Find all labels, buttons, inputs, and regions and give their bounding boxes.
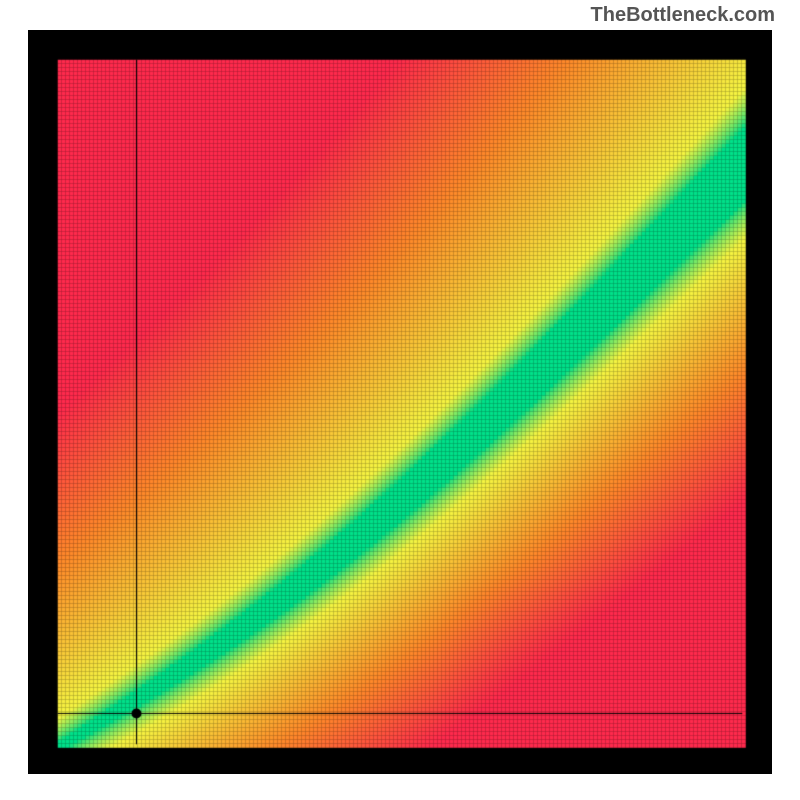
- bottleneck-heatmap: [28, 30, 772, 774]
- heatmap-canvas: [28, 30, 772, 774]
- watermark-text: TheBottleneck.com: [591, 4, 775, 27]
